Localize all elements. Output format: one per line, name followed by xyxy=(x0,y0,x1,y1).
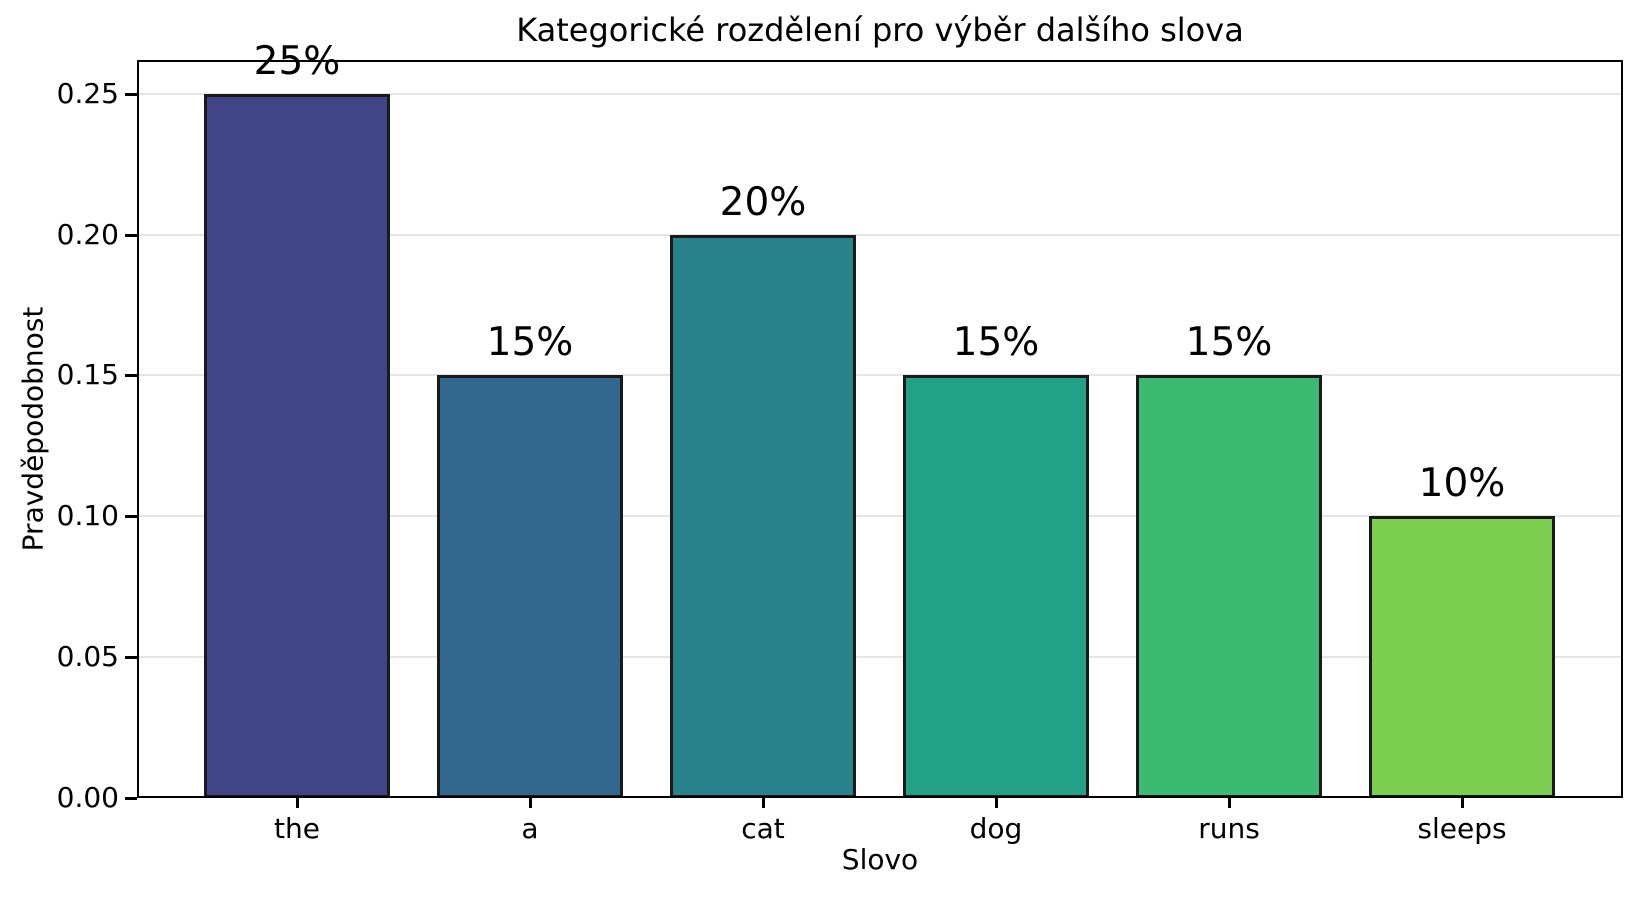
gridline xyxy=(137,233,1623,236)
bar-value-label-cat: 20% xyxy=(719,179,807,225)
bar-the xyxy=(204,93,390,798)
y-tick-label: 0.15 xyxy=(56,358,119,392)
x-tick-mark xyxy=(995,798,998,808)
bar-value-label-runs: 15% xyxy=(1185,320,1273,366)
y-tick-label: 0.20 xyxy=(56,217,119,251)
x-tick-label-sleeps: sleeps xyxy=(1417,812,1507,845)
x-tick-mark xyxy=(762,798,765,808)
y-tick-mark xyxy=(125,797,137,800)
bar-cat xyxy=(670,234,856,798)
y-tick-mark xyxy=(125,515,137,519)
y-tick-mark xyxy=(125,656,137,660)
y-tick-label: 0.05 xyxy=(56,640,119,674)
chart-title: Kategorické rozdělení pro výběr dalšího … xyxy=(516,11,1244,49)
x-tick-label-a: a xyxy=(521,812,539,845)
y-tick-mark xyxy=(125,374,137,378)
x-tick-mark xyxy=(1461,798,1464,808)
gridline xyxy=(137,374,1623,377)
bar-value-label-a: 15% xyxy=(486,320,574,366)
bar-value-label-dog: 15% xyxy=(952,320,1040,366)
bar-runs xyxy=(1136,375,1322,798)
bar-dog xyxy=(903,375,1089,798)
y-tick-label: 0.10 xyxy=(56,499,119,533)
x-tick-label-cat: cat xyxy=(741,812,785,845)
bar-sleeps xyxy=(1369,516,1555,798)
bar-a xyxy=(437,375,623,798)
plot-area: 25% 15% 20% 15% 15% 10% xyxy=(137,39,1623,798)
y-tick-mark xyxy=(125,92,137,96)
x-tick-mark xyxy=(296,798,299,808)
x-axis-label: Slovo xyxy=(841,843,919,876)
bar-value-label-sleeps: 10% xyxy=(1418,461,1506,507)
gridline xyxy=(137,515,1623,518)
x-tick-label-dog: dog xyxy=(969,812,1023,845)
x-tick-label-runs: runs xyxy=(1198,812,1260,845)
bar-value-label-the: 25% xyxy=(253,38,341,84)
gridline xyxy=(137,656,1623,659)
y-tick-mark xyxy=(125,233,137,237)
y-tick-label: 0.00 xyxy=(56,781,119,814)
x-tick-mark xyxy=(1228,798,1231,808)
x-tick-label-the: the xyxy=(274,812,320,845)
x-tick-mark xyxy=(529,798,532,808)
y-tick-label: 0.25 xyxy=(56,76,119,110)
gridline xyxy=(137,92,1623,95)
